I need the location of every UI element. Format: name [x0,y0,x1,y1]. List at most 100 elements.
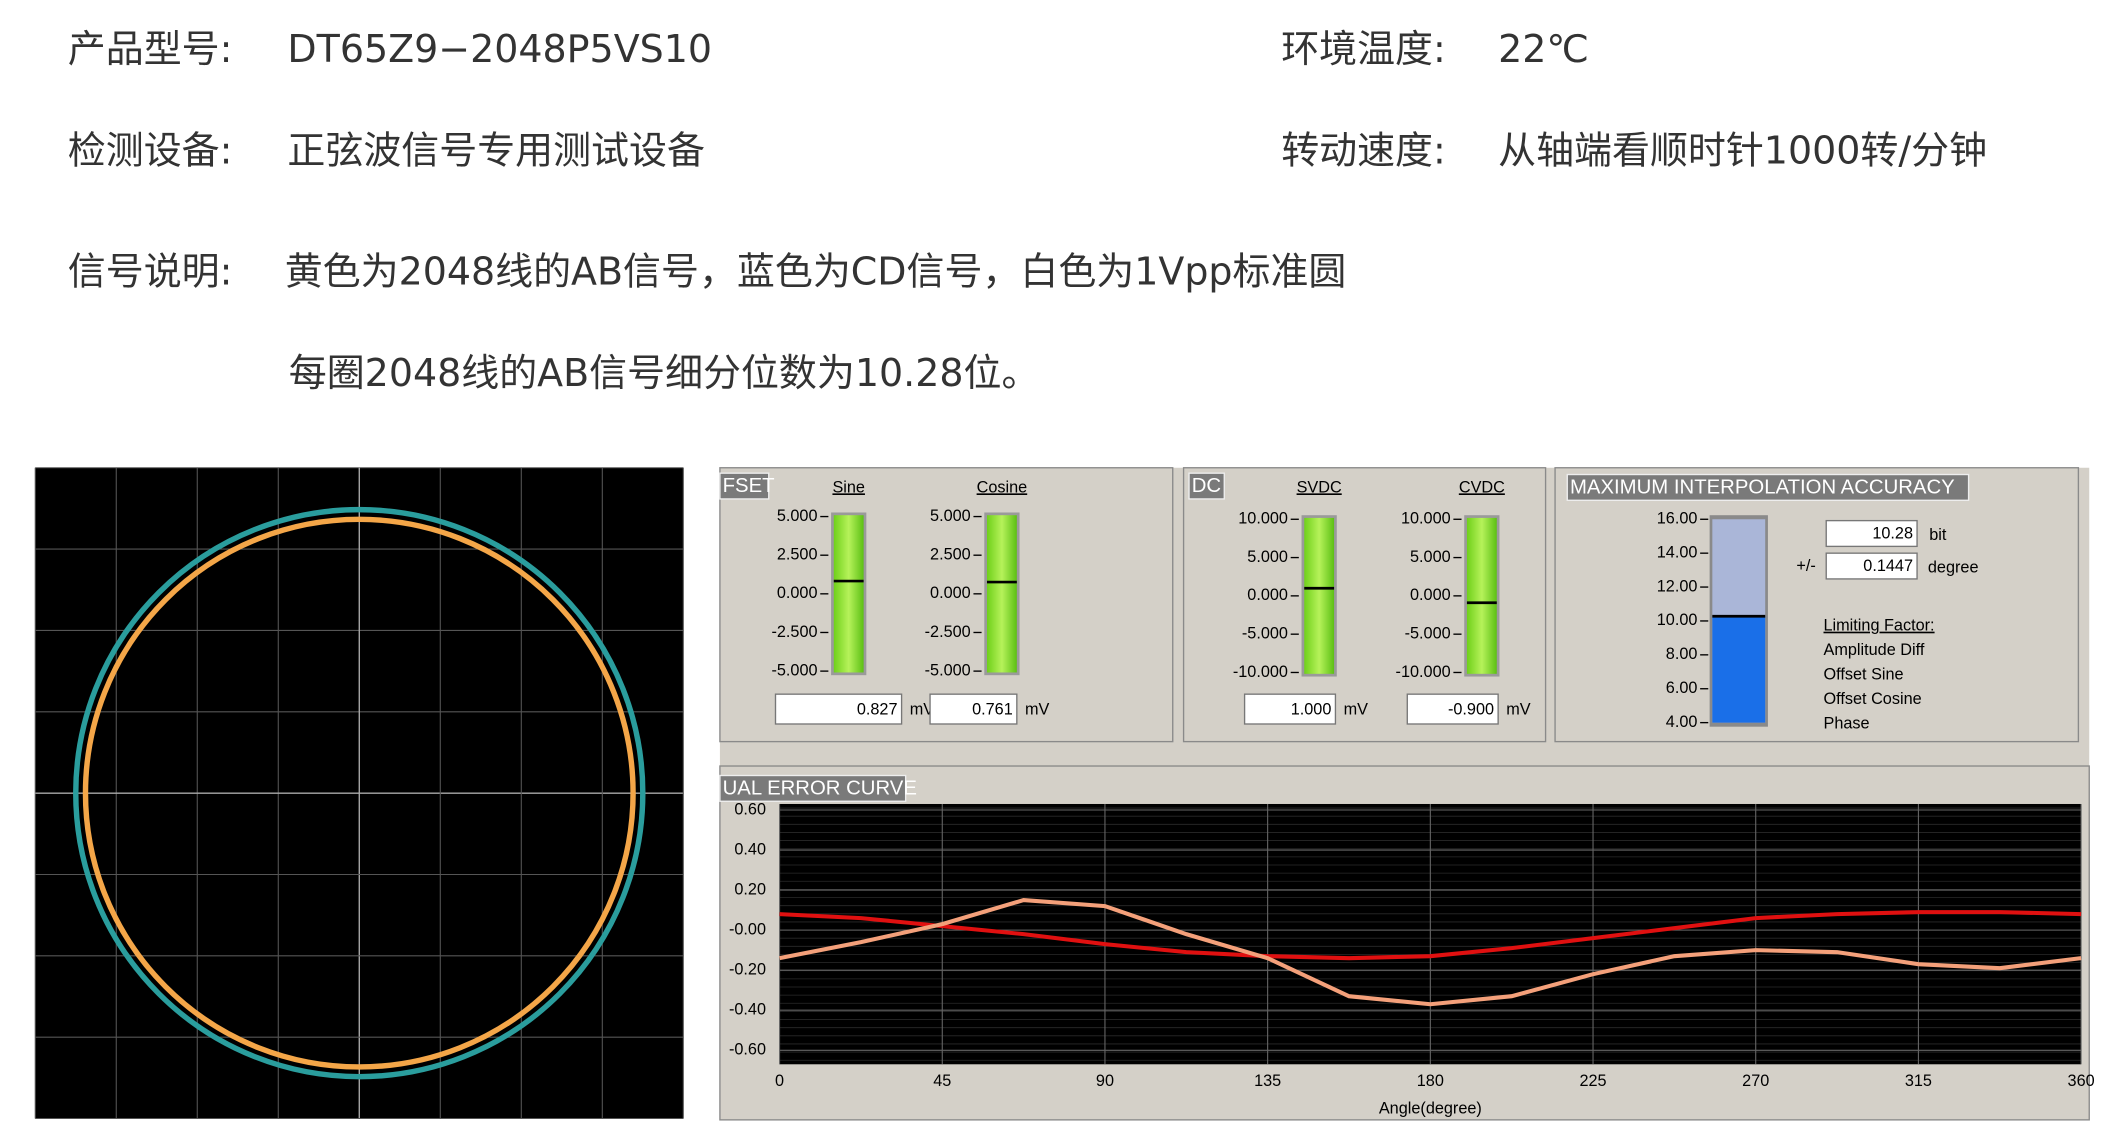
gauge-tick-label: 0.000 [930,584,971,602]
unit: mV [1025,701,1050,719]
section-title: UAL ERROR CURVE [723,777,917,799]
readout-box [1406,693,1499,725]
gauge-name: Cosine [977,478,1028,496]
unit: mV [1344,701,1369,719]
section-title: FSET [723,475,775,497]
gauge-tick-label: 14.00 [1657,543,1698,561]
label: 检测设备: [68,129,233,173]
gauge-tick-label: 0.000 [1410,586,1451,604]
x-tick-label: 45 [933,1072,951,1090]
unit: mV [1506,701,1531,719]
readout-box [1825,552,1918,580]
gauge-tick-label: 10.00 [1657,611,1698,629]
gauge-tick-label: 12.00 [1657,577,1698,595]
gauge-tick-label: 0.000 [777,584,818,602]
unit: degree [1928,558,1979,576]
value: 从轴端看顺时针1000转/分钟 [1498,129,1987,173]
y-tick-label: 0.20 [734,880,766,898]
value: 正弦波信号专用测试设备 [287,129,705,173]
readout: 0.1447 [1863,557,1913,575]
x-tick-label: 135 [1254,1072,1281,1090]
y-tick-label: 0.40 [734,840,766,858]
signal-circle [73,506,646,1080]
section-tab [719,774,907,802]
gauge-tick-label: -2.500 [771,623,817,641]
gauge-name: SVDC [1297,478,1342,496]
signal-circle [82,516,636,1070]
gauge-fill [1466,517,1497,674]
readout: 1.000 [1291,701,1332,719]
gauge-tick-label: -2.500 [925,623,971,641]
section-tab [1188,472,1225,500]
gauge-tick-label: -5.000 [925,661,971,679]
gauge-tick-label: 4.00 [1666,713,1698,731]
section-title: MAXIMUM INTERPOLATION ACCURACY [1570,476,1955,498]
value: 22℃ [1498,27,1589,71]
section-tab [719,472,770,500]
label: 转动速度: [1281,129,1446,173]
unit: mV [910,701,935,719]
gauge-tick-label: 6.00 [1666,679,1698,697]
gauge-tick-label: 2.500 [930,545,971,563]
gauge-tick-label: 5.000 [930,507,971,525]
unit: bit [1929,526,1947,544]
readout-box [774,693,903,725]
gauge-name: CVDC [1459,478,1505,496]
scope-grid [34,467,684,1120]
y-tick-label: 0.60 [734,800,766,818]
limiting-factor: Offset Cosine [1824,690,1922,708]
error-line [779,898,2082,1007]
accuracy-box [1554,467,2080,743]
readout-box [1825,519,1918,548]
value: DT65Z9−2048P5VS10 [287,27,712,71]
readout: 0.761 [972,701,1013,719]
x-axis-label: Angle(degree) [1379,1099,1482,1117]
label: 信号说明: [68,249,233,293]
readout-box [929,693,1018,725]
gauge-tick-label: 8.00 [1666,645,1698,663]
readout: 10.28 [1872,524,1913,542]
x-tick-label: 315 [1905,1072,1932,1090]
error-line [779,910,2082,961]
label: 环境温度: [1281,27,1446,71]
readout: 0.827 [857,701,898,719]
section-title: DC [1192,475,1221,497]
gauge-tick-label: -5.000 [1242,624,1288,642]
y-tick-label: -0.60 [729,1041,766,1059]
gauge-tick-label: 16.00 [1657,510,1698,528]
x-tick-label: 0 [775,1072,784,1090]
y-tick-label: -0.20 [729,960,766,978]
gauge-fill [1304,517,1335,674]
value: 每圈2048线的AB信号细分位数为10.28位。 [289,351,1040,395]
limiting-factor: Phase [1824,714,1870,732]
x-tick-label: 180 [1417,1072,1444,1090]
gauge-fill [833,515,864,673]
gauge-tick-label: 5.000 [1247,548,1288,566]
gauge-tick-label: 0.000 [1247,586,1288,604]
x-tick-label: 225 [1579,1072,1606,1090]
x-tick-label: 360 [2068,1072,2095,1090]
gauge-fill [987,515,1017,673]
x-tick-label: 90 [1096,1072,1114,1090]
limiting-factor: Amplitude Diff [1824,641,1925,659]
gauge-tick-label: 5.000 [1410,548,1451,566]
section-tab [1566,473,1970,501]
plus-minus: +/- [1796,557,1815,575]
readout: -0.900 [1448,701,1494,719]
limiting-title: Limiting Factor: [1824,617,1935,635]
gauge-tick-label: 2.500 [777,545,818,563]
gauge-tick-label: -5.000 [771,661,817,679]
gauge-tick-label: -5.000 [1405,624,1451,642]
gauge-tick-label: -10.000 [1233,663,1288,681]
gauge-tick-label: 10.000 [1401,510,1451,528]
x-tick-label: 270 [1742,1072,1769,1090]
gauge-name: Sine [832,478,865,496]
y-tick-label: -0.00 [729,920,766,938]
gauge-fill [1712,616,1766,723]
value: 黄色为2048线的AB信号，蓝色为CD信号，白色为1Vpp标准圆 [285,249,1347,293]
gauge-tick-label: 5.000 [777,507,818,525]
gauge-tick-label: -10.000 [1396,663,1451,681]
readout-box [1243,693,1337,725]
